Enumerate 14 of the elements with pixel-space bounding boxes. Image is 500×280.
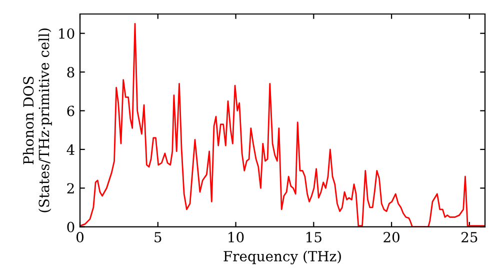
y-tick-label: 6: [67, 106, 74, 116]
y-tick-label: 0: [67, 222, 74, 232]
x-tick-label: 10: [228, 232, 244, 242]
x-tick-label: 5: [154, 232, 162, 242]
y-axis-title: Phonon DOS (States/THz·primitive cell): [22, 28, 52, 212]
y-tick-label: 2: [67, 183, 74, 194]
x-tick-label: 0: [76, 232, 84, 242]
x-axis-title: Frequency (THz): [224, 250, 341, 264]
x-tick-label: 20: [384, 232, 400, 242]
x-tick-label: 15: [306, 232, 322, 242]
y-tick-label: 10: [59, 28, 74, 39]
y-tick-label: 4: [66, 144, 74, 155]
x-tick-label: 25: [462, 232, 478, 242]
y-tick-label: 8: [67, 67, 74, 78]
